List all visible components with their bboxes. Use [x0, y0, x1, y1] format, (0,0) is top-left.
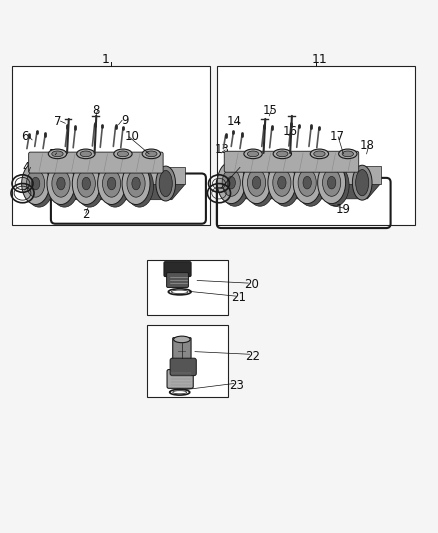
- Text: 10: 10: [124, 131, 139, 143]
- Ellipse shape: [297, 164, 325, 206]
- Ellipse shape: [156, 166, 176, 201]
- Ellipse shape: [52, 151, 63, 157]
- Text: 17: 17: [329, 131, 344, 143]
- Text: 16: 16: [283, 125, 298, 138]
- Ellipse shape: [47, 163, 75, 205]
- Ellipse shape: [80, 151, 92, 157]
- Ellipse shape: [102, 170, 121, 197]
- Ellipse shape: [222, 169, 240, 196]
- Ellipse shape: [356, 169, 369, 196]
- Text: 2: 2: [82, 208, 90, 222]
- Ellipse shape: [318, 161, 346, 204]
- Ellipse shape: [268, 161, 296, 204]
- Ellipse shape: [76, 165, 104, 207]
- Ellipse shape: [321, 164, 349, 206]
- FancyBboxPatch shape: [164, 262, 191, 277]
- Text: 9: 9: [121, 114, 128, 127]
- Text: 11: 11: [311, 53, 327, 66]
- Ellipse shape: [77, 149, 95, 159]
- Ellipse shape: [247, 151, 259, 157]
- Ellipse shape: [27, 170, 45, 197]
- Polygon shape: [28, 184, 185, 200]
- Ellipse shape: [243, 161, 271, 204]
- Text: 4: 4: [22, 161, 30, 174]
- Ellipse shape: [252, 176, 261, 189]
- Ellipse shape: [278, 176, 286, 189]
- Ellipse shape: [77, 170, 95, 197]
- Ellipse shape: [127, 170, 145, 197]
- Text: 3: 3: [20, 180, 27, 193]
- Polygon shape: [237, 166, 381, 183]
- Text: 7: 7: [54, 115, 61, 127]
- Ellipse shape: [273, 149, 291, 159]
- FancyBboxPatch shape: [167, 369, 193, 389]
- FancyBboxPatch shape: [28, 152, 163, 173]
- FancyBboxPatch shape: [170, 358, 196, 376]
- Ellipse shape: [52, 170, 70, 197]
- Ellipse shape: [159, 171, 172, 197]
- Ellipse shape: [246, 164, 274, 206]
- Ellipse shape: [293, 161, 321, 204]
- Ellipse shape: [107, 177, 116, 190]
- Ellipse shape: [50, 165, 78, 207]
- Bar: [217, 66, 416, 225]
- Text: 21: 21: [232, 292, 247, 304]
- Text: 13: 13: [214, 143, 229, 156]
- Ellipse shape: [57, 177, 65, 190]
- Text: 5: 5: [49, 148, 56, 161]
- Ellipse shape: [342, 151, 353, 157]
- Ellipse shape: [217, 161, 245, 204]
- Ellipse shape: [114, 149, 132, 159]
- FancyBboxPatch shape: [224, 151, 359, 172]
- FancyBboxPatch shape: [166, 272, 188, 287]
- Text: 6: 6: [21, 131, 28, 143]
- Text: 14: 14: [227, 115, 242, 128]
- Ellipse shape: [101, 165, 129, 207]
- Text: 1: 1: [102, 53, 110, 66]
- Ellipse shape: [303, 176, 311, 189]
- Ellipse shape: [72, 163, 100, 205]
- Ellipse shape: [314, 151, 325, 157]
- Text: 12: 12: [229, 161, 244, 174]
- Polygon shape: [41, 167, 185, 184]
- Ellipse shape: [227, 176, 235, 189]
- Bar: [147, 326, 228, 398]
- Text: 20: 20: [244, 278, 259, 292]
- Ellipse shape: [132, 177, 140, 190]
- Text: 23: 23: [229, 379, 244, 392]
- Ellipse shape: [277, 151, 288, 157]
- Bar: [12, 66, 210, 225]
- Text: 22: 22: [245, 350, 260, 362]
- Polygon shape: [223, 183, 381, 199]
- Ellipse shape: [322, 169, 341, 196]
- Ellipse shape: [339, 149, 357, 159]
- Ellipse shape: [32, 177, 40, 190]
- Ellipse shape: [244, 149, 262, 159]
- Text: 18: 18: [360, 139, 375, 152]
- Ellipse shape: [328, 176, 336, 189]
- Text: 19: 19: [336, 203, 351, 216]
- Ellipse shape: [48, 149, 67, 159]
- Ellipse shape: [272, 164, 299, 206]
- Ellipse shape: [25, 165, 53, 207]
- Ellipse shape: [221, 164, 249, 206]
- Ellipse shape: [173, 336, 190, 343]
- Ellipse shape: [117, 151, 129, 157]
- Ellipse shape: [353, 165, 372, 200]
- Bar: [147, 260, 228, 314]
- Ellipse shape: [310, 149, 328, 159]
- Ellipse shape: [21, 163, 49, 205]
- Ellipse shape: [142, 149, 160, 159]
- Ellipse shape: [273, 169, 291, 196]
- Ellipse shape: [82, 177, 91, 190]
- Ellipse shape: [98, 163, 126, 205]
- Ellipse shape: [122, 163, 150, 205]
- Text: 15: 15: [263, 104, 278, 117]
- Text: 8: 8: [92, 104, 99, 117]
- Ellipse shape: [247, 169, 265, 196]
- Ellipse shape: [298, 169, 316, 196]
- Ellipse shape: [126, 165, 153, 207]
- Ellipse shape: [146, 151, 157, 157]
- FancyBboxPatch shape: [173, 338, 191, 364]
